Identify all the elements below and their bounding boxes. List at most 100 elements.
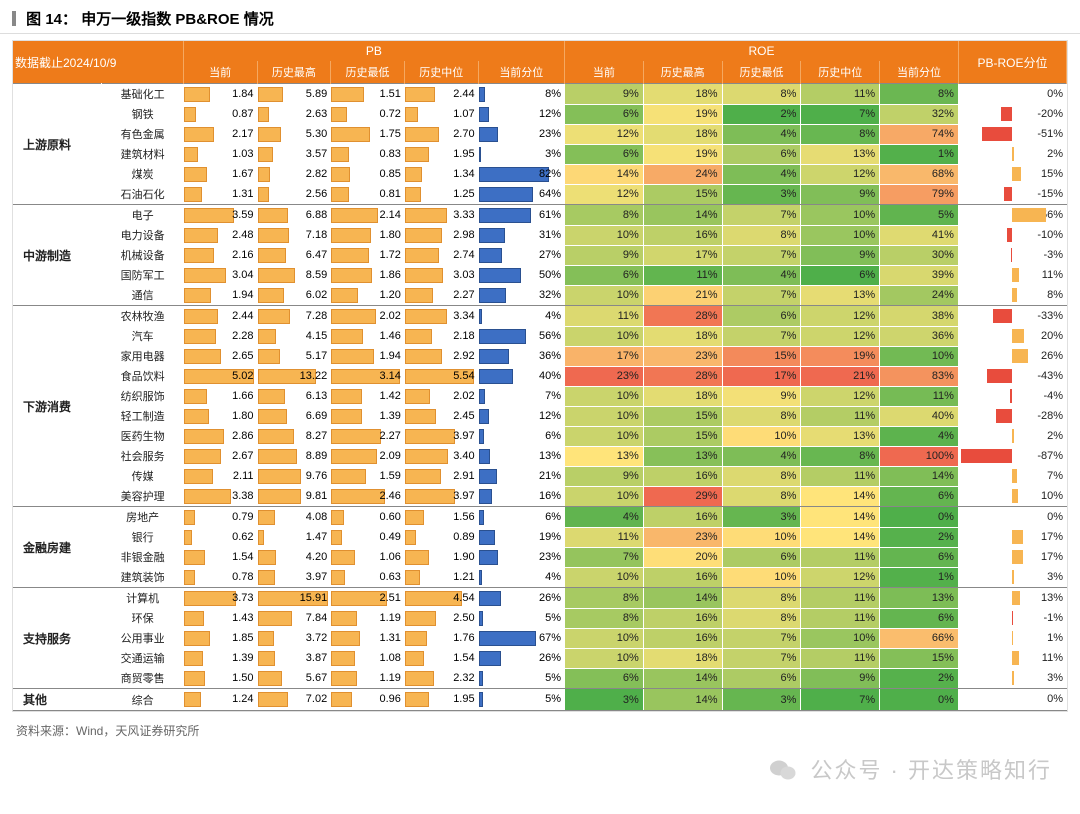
heat-cell: 9% [565,84,644,105]
heat-cell: 3% [722,507,801,528]
heat-cell: 21% [801,366,880,386]
heat-cell: 28% [643,366,722,386]
heat-cell: 4% [880,426,959,446]
industry-label: 公用事业 [102,628,183,648]
table-row: 商贸零售1.505.671.192.325%6%14%6%9%2%3% [13,668,1067,689]
heat-cell: 11% [801,608,880,628]
bar-cell: 5% [478,668,564,689]
heat-cell: 14% [565,164,644,184]
heat-cell: 15% [643,406,722,426]
heat-cell: 5% [880,205,959,226]
heat-cell: 19% [801,346,880,366]
header-col: 当前分位 [478,61,564,84]
pbroe-cell: 17% [958,547,1066,567]
group-label: 下游消费 [13,306,102,507]
header-col: 历史最低 [722,61,801,84]
heat-cell: 13% [801,144,880,164]
bar-cell: 5.54 [404,366,478,386]
table-row: 建筑装饰0.783.970.631.214%10%16%10%12%1%3% [13,567,1067,588]
bar-cell: 0.81 [331,184,405,205]
table-row: 煤炭1.672.820.851.3482%14%24%4%12%68%15% [13,164,1067,184]
heat-cell: 12% [565,124,644,144]
bar-cell: 64% [478,184,564,205]
heat-cell: 11% [801,84,880,105]
title-main: 申万一级指数 PB&ROE 情况 [81,11,274,28]
heat-cell: 15% [643,426,722,446]
pbroe-cell: 13% [958,588,1066,609]
watermark: 公众号 · 开达策略知行 [0,743,1080,807]
heat-cell: 79% [880,184,959,205]
bar-cell: 2.14 [331,205,405,226]
heat-cell: 11% [801,648,880,668]
table-row: 交通运输1.393.871.081.5426%10%18%7%11%15%11% [13,648,1067,668]
heat-cell: 19% [643,104,722,124]
bar-cell: 9.81 [257,486,331,507]
industry-label: 国防军工 [102,265,183,285]
bar-cell: 1.39 [183,648,257,668]
pbroe-cell: -51% [958,124,1066,144]
bar-cell: 0.62 [183,527,257,547]
heat-cell: 10% [722,567,801,588]
bar-cell: 5.89 [257,84,331,105]
heat-cell: 4% [722,446,801,466]
bar-cell: 21% [478,466,564,486]
heat-cell: 7% [722,326,801,346]
bar-cell: 2.56 [257,184,331,205]
heat-cell: 11% [565,306,644,327]
bar-cell: 1.54 [404,648,478,668]
bar-cell: 1.54 [183,547,257,567]
bar-cell: 23% [478,124,564,144]
bar-cell: 1.67 [183,164,257,184]
bar-cell: 8.59 [257,265,331,285]
industry-label: 石油石化 [102,184,183,205]
heat-cell: 28% [643,306,722,327]
heat-cell: 0% [880,507,959,528]
table-row: 家用电器2.655.171.942.9236%17%23%15%19%10%26… [13,346,1067,366]
pbroe-cell: 0% [958,84,1066,105]
bar-cell: 1.94 [331,346,405,366]
heat-cell: 8% [565,205,644,226]
bar-cell: 61% [478,205,564,226]
bar-cell: 19% [478,527,564,547]
heat-cell: 10% [565,225,644,245]
bar-cell: 1.76 [404,628,478,648]
heat-cell: 18% [643,386,722,406]
heat-cell: 9% [565,466,644,486]
table-row: 非银金融1.544.201.061.9023%7%20%6%11%6%17% [13,547,1067,567]
bar-cell: 3.59 [183,205,257,226]
heat-cell: 30% [880,245,959,265]
source-text: 资料来源：Wind，天风证券研究所 [0,716,1080,743]
industry-label: 有色金属 [102,124,183,144]
heat-cell: 12% [801,306,880,327]
heat-cell: 6% [880,547,959,567]
bar-cell: 2.16 [183,245,257,265]
heat-cell: 12% [801,164,880,184]
bar-cell: 0.96 [331,689,405,711]
heat-cell: 10% [565,648,644,668]
heat-cell: 13% [801,285,880,306]
table-row: 美容护理3.389.812.463.9716%10%29%8%14%6%10% [13,486,1067,507]
table-row: 钢铁0.872.630.721.0712%6%19%2%7%32%-20% [13,104,1067,124]
pbroe-cell: 3% [958,567,1066,588]
bar-cell: 2.82 [257,164,331,184]
bar-cell: 7.02 [257,689,331,711]
heat-cell: 29% [643,486,722,507]
bar-cell: 3.34 [404,306,478,327]
heat-cell: 6% [722,144,801,164]
bar-cell: 82% [478,164,564,184]
bar-cell: 7% [478,386,564,406]
bar-cell: 7.28 [257,306,331,327]
table-row: 轻工制造1.806.691.392.4512%10%15%8%11%40%-28… [13,406,1067,426]
heat-cell: 7% [565,547,644,567]
header-pb-group: PB [183,41,564,61]
table-row: 通信1.946.021.202.2732%10%21%7%13%24%8% [13,285,1067,306]
bar-cell: 1.59 [331,466,405,486]
pbroe-cell: 3% [958,668,1066,689]
pbroe-cell: -20% [958,104,1066,124]
bar-cell: 0.63 [331,567,405,588]
header-col: 当前 [565,61,644,84]
pbroe-cell: 26% [958,346,1066,366]
bar-cell: 1.06 [331,547,405,567]
heat-cell: 8% [880,84,959,105]
bar-cell: 0.83 [331,144,405,164]
